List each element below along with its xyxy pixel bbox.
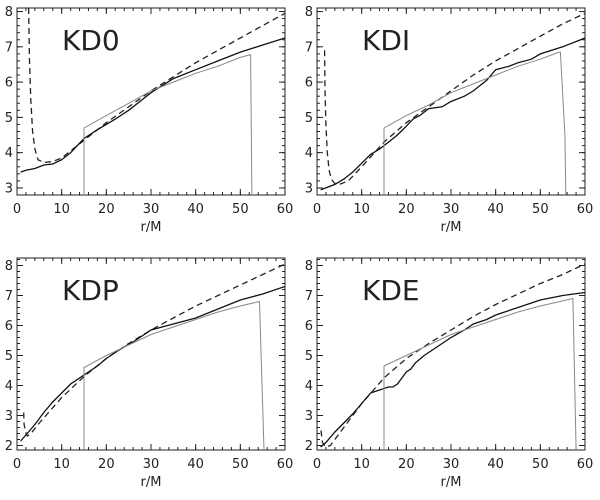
x-tick-label: 20 [398,457,415,472]
y-tick-label: 7 [305,40,313,55]
y-tick-label: 7 [305,289,313,304]
y-tick-label: 6 [5,319,13,334]
plot-frame [16,7,286,196]
y-tick-label: 5 [305,111,313,126]
chart-panel-2: 0 10 20 30 40 50 60 2 3 4 5 6 7 8 KDP r/M [5,257,294,490]
x-tick-label: 50 [232,457,249,472]
y-tick-label: 2 [305,439,313,454]
series-line-2 [383,51,567,195]
x-tick-label: 10 [53,457,70,472]
y-tick-label: 5 [305,349,313,364]
x-tick-label: 50 [232,202,249,217]
x-tick-label: 0 [13,202,21,217]
y-tick-label: 4 [5,379,13,394]
x-tick-label: 30 [443,202,460,217]
y-tick-label: 6 [305,319,313,334]
y-tick-label: 3 [305,181,313,196]
chart-panel-0: 0 10 20 30 40 50 60 3 4 5 6 7 8 KD0 r/M [5,5,294,235]
x-tick-label: 30 [443,457,460,472]
y-tick-label: 3 [305,409,313,424]
x-tick-label: 30 [143,202,160,217]
y-tick-label: 7 [5,40,13,55]
panel-title: KD0 [62,24,120,57]
y-tick-label: 5 [5,111,13,126]
y-tick-label: 4 [305,146,313,161]
series-line-2 [383,297,577,450]
panel-title: KDE [362,274,420,307]
series-line-1 [20,285,285,442]
x-axis-label: r/M [441,475,462,490]
series-line-1 [20,37,285,173]
y-tick-label: 8 [5,5,13,20]
series-line-0 [320,263,585,448]
series-line-1 [320,37,585,191]
panel-title: KDP [62,274,119,307]
x-tick-label: 50 [532,202,549,217]
series-line-1 [320,291,585,448]
y-tick-label: 4 [305,379,313,394]
series-line-0 [323,12,585,186]
x-tick-label: 10 [353,457,370,472]
plot-frame [316,257,586,451]
y-tick-label: 5 [5,349,13,364]
x-tick-label: 20 [98,202,115,217]
y-tick-label: 2 [5,439,13,454]
x-tick-label: 20 [398,202,415,217]
x-tick-label: 10 [53,202,70,217]
x-tick-label: 40 [187,202,204,217]
y-tick-label: 6 [305,76,313,91]
y-tick-label: 7 [5,289,13,304]
y-tick-label: 8 [5,259,13,274]
y-tick-label: 8 [305,5,313,20]
x-tick-label: 0 [313,202,321,217]
x-tick-label: 60 [577,457,594,472]
x-tick-label: 50 [532,457,549,472]
y-tick-label: 3 [5,409,13,424]
panel-title: KDI [362,24,410,57]
series-line-2 [83,300,265,450]
series-line-2 [83,53,253,195]
plot-frame [16,257,286,451]
x-tick-label: 60 [577,202,594,217]
x-tick-label: 20 [98,457,115,472]
x-tick-label: 0 [13,457,21,472]
y-tick-label: 8 [305,259,313,274]
x-tick-label: 0 [313,457,321,472]
x-tick-label: 40 [487,457,504,472]
chart-panel-3: 0 10 20 30 40 50 60 2 3 4 5 6 7 8 KDE r/M [305,257,594,490]
x-tick-label: 60 [277,202,294,217]
y-tick-label: 6 [5,76,13,91]
x-axis-label: r/M [141,475,162,490]
x-tick-label: 10 [353,202,370,217]
x-axis-label: r/M [141,220,162,235]
chart-panel-1: 0 10 20 30 40 50 60 3 4 5 6 7 8 KDI r/M [305,5,594,235]
y-tick-label: 3 [5,181,13,196]
x-tick-label: 40 [487,202,504,217]
x-tick-label: 60 [277,457,294,472]
x-tick-label: 40 [187,457,204,472]
x-axis-label: r/M [441,220,462,235]
y-tick-label: 4 [5,146,13,161]
x-tick-label: 30 [143,457,160,472]
